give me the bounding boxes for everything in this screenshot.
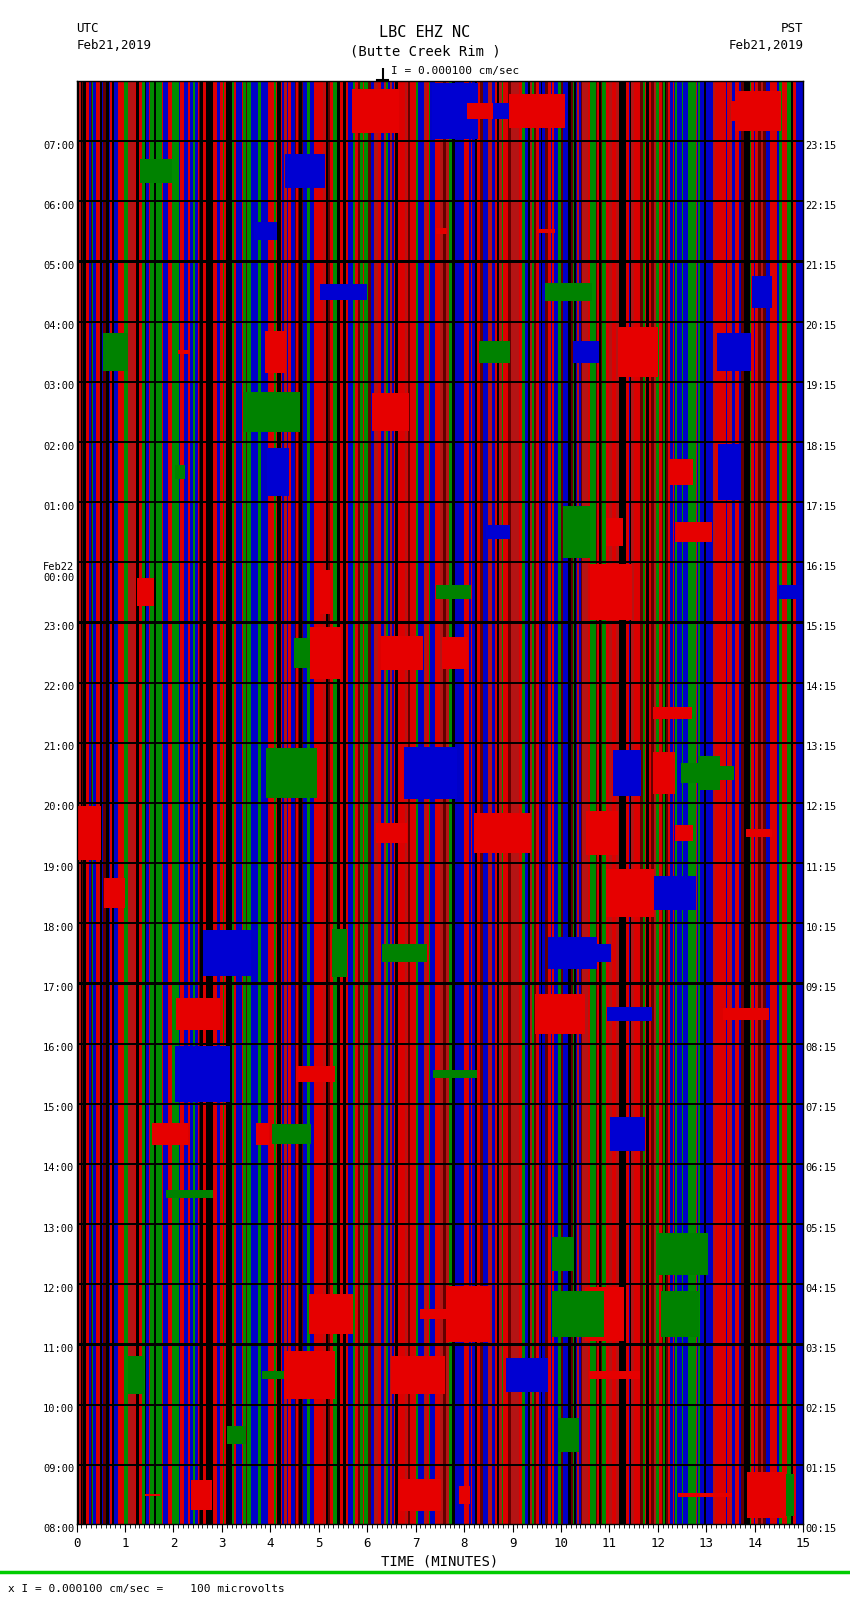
- Text: 03:15: 03:15: [806, 1344, 836, 1353]
- Text: 09:15: 09:15: [806, 982, 836, 994]
- Text: 15:15: 15:15: [806, 623, 836, 632]
- Text: 08:00: 08:00: [43, 1524, 74, 1534]
- Text: 09:00: 09:00: [43, 1465, 74, 1474]
- Text: 17:15: 17:15: [806, 502, 836, 511]
- Text: 19:15: 19:15: [806, 381, 836, 392]
- Text: 10:00: 10:00: [43, 1403, 74, 1415]
- Text: 12:00: 12:00: [43, 1284, 74, 1294]
- Text: 05:15: 05:15: [806, 1224, 836, 1234]
- Text: 07:00: 07:00: [43, 140, 74, 150]
- Text: 04:00: 04:00: [43, 321, 74, 331]
- Text: 13:00: 13:00: [43, 1224, 74, 1234]
- Text: (Butte Creek Rim ): (Butte Creek Rim ): [349, 44, 501, 58]
- Text: 20:15: 20:15: [806, 321, 836, 331]
- Text: 21:00: 21:00: [43, 742, 74, 752]
- Text: 00:15: 00:15: [806, 1524, 836, 1534]
- Text: 16:00: 16:00: [43, 1044, 74, 1053]
- Text: 12:15: 12:15: [806, 802, 836, 813]
- Text: 18:00: 18:00: [43, 923, 74, 932]
- Text: 19:00: 19:00: [43, 863, 74, 873]
- Text: Feb21,2019: Feb21,2019: [76, 39, 151, 52]
- Text: 22:15: 22:15: [806, 202, 836, 211]
- Text: 06:15: 06:15: [806, 1163, 836, 1173]
- Text: 15:00: 15:00: [43, 1103, 74, 1113]
- Text: 13:15: 13:15: [806, 742, 836, 752]
- Text: PST: PST: [781, 23, 803, 35]
- Text: 11:00: 11:00: [43, 1344, 74, 1353]
- Text: 02:15: 02:15: [806, 1403, 836, 1415]
- Text: 01:00: 01:00: [43, 502, 74, 511]
- Text: 23:15: 23:15: [806, 140, 836, 150]
- Text: 11:15: 11:15: [806, 863, 836, 873]
- Text: LBC EHZ NC: LBC EHZ NC: [379, 26, 471, 40]
- Text: 10:15: 10:15: [806, 923, 836, 932]
- X-axis label: TIME (MINUTES): TIME (MINUTES): [382, 1555, 498, 1569]
- Text: 14:15: 14:15: [806, 682, 836, 692]
- Text: 03:00: 03:00: [43, 381, 74, 392]
- Text: 07:15: 07:15: [806, 1103, 836, 1113]
- Text: 21:15: 21:15: [806, 261, 836, 271]
- Text: I = 0.000100 cm/sec: I = 0.000100 cm/sec: [391, 66, 519, 76]
- Text: 06:00: 06:00: [43, 202, 74, 211]
- Text: 17:00: 17:00: [43, 982, 74, 994]
- Text: 16:15: 16:15: [806, 561, 836, 573]
- Text: 20:00: 20:00: [43, 802, 74, 813]
- Text: Feb22
00:00: Feb22 00:00: [43, 561, 74, 584]
- Text: x I = 0.000100 cm/sec =    100 microvolts: x I = 0.000100 cm/sec = 100 microvolts: [8, 1584, 286, 1594]
- Text: 18:15: 18:15: [806, 442, 836, 452]
- Text: 08:15: 08:15: [806, 1044, 836, 1053]
- Text: 22:00: 22:00: [43, 682, 74, 692]
- Text: 14:00: 14:00: [43, 1163, 74, 1173]
- Text: 05:00: 05:00: [43, 261, 74, 271]
- Text: 02:00: 02:00: [43, 442, 74, 452]
- Text: 23:00: 23:00: [43, 623, 74, 632]
- Text: UTC: UTC: [76, 23, 99, 35]
- Text: 04:15: 04:15: [806, 1284, 836, 1294]
- Text: 01:15: 01:15: [806, 1465, 836, 1474]
- Text: Feb21,2019: Feb21,2019: [728, 39, 803, 52]
